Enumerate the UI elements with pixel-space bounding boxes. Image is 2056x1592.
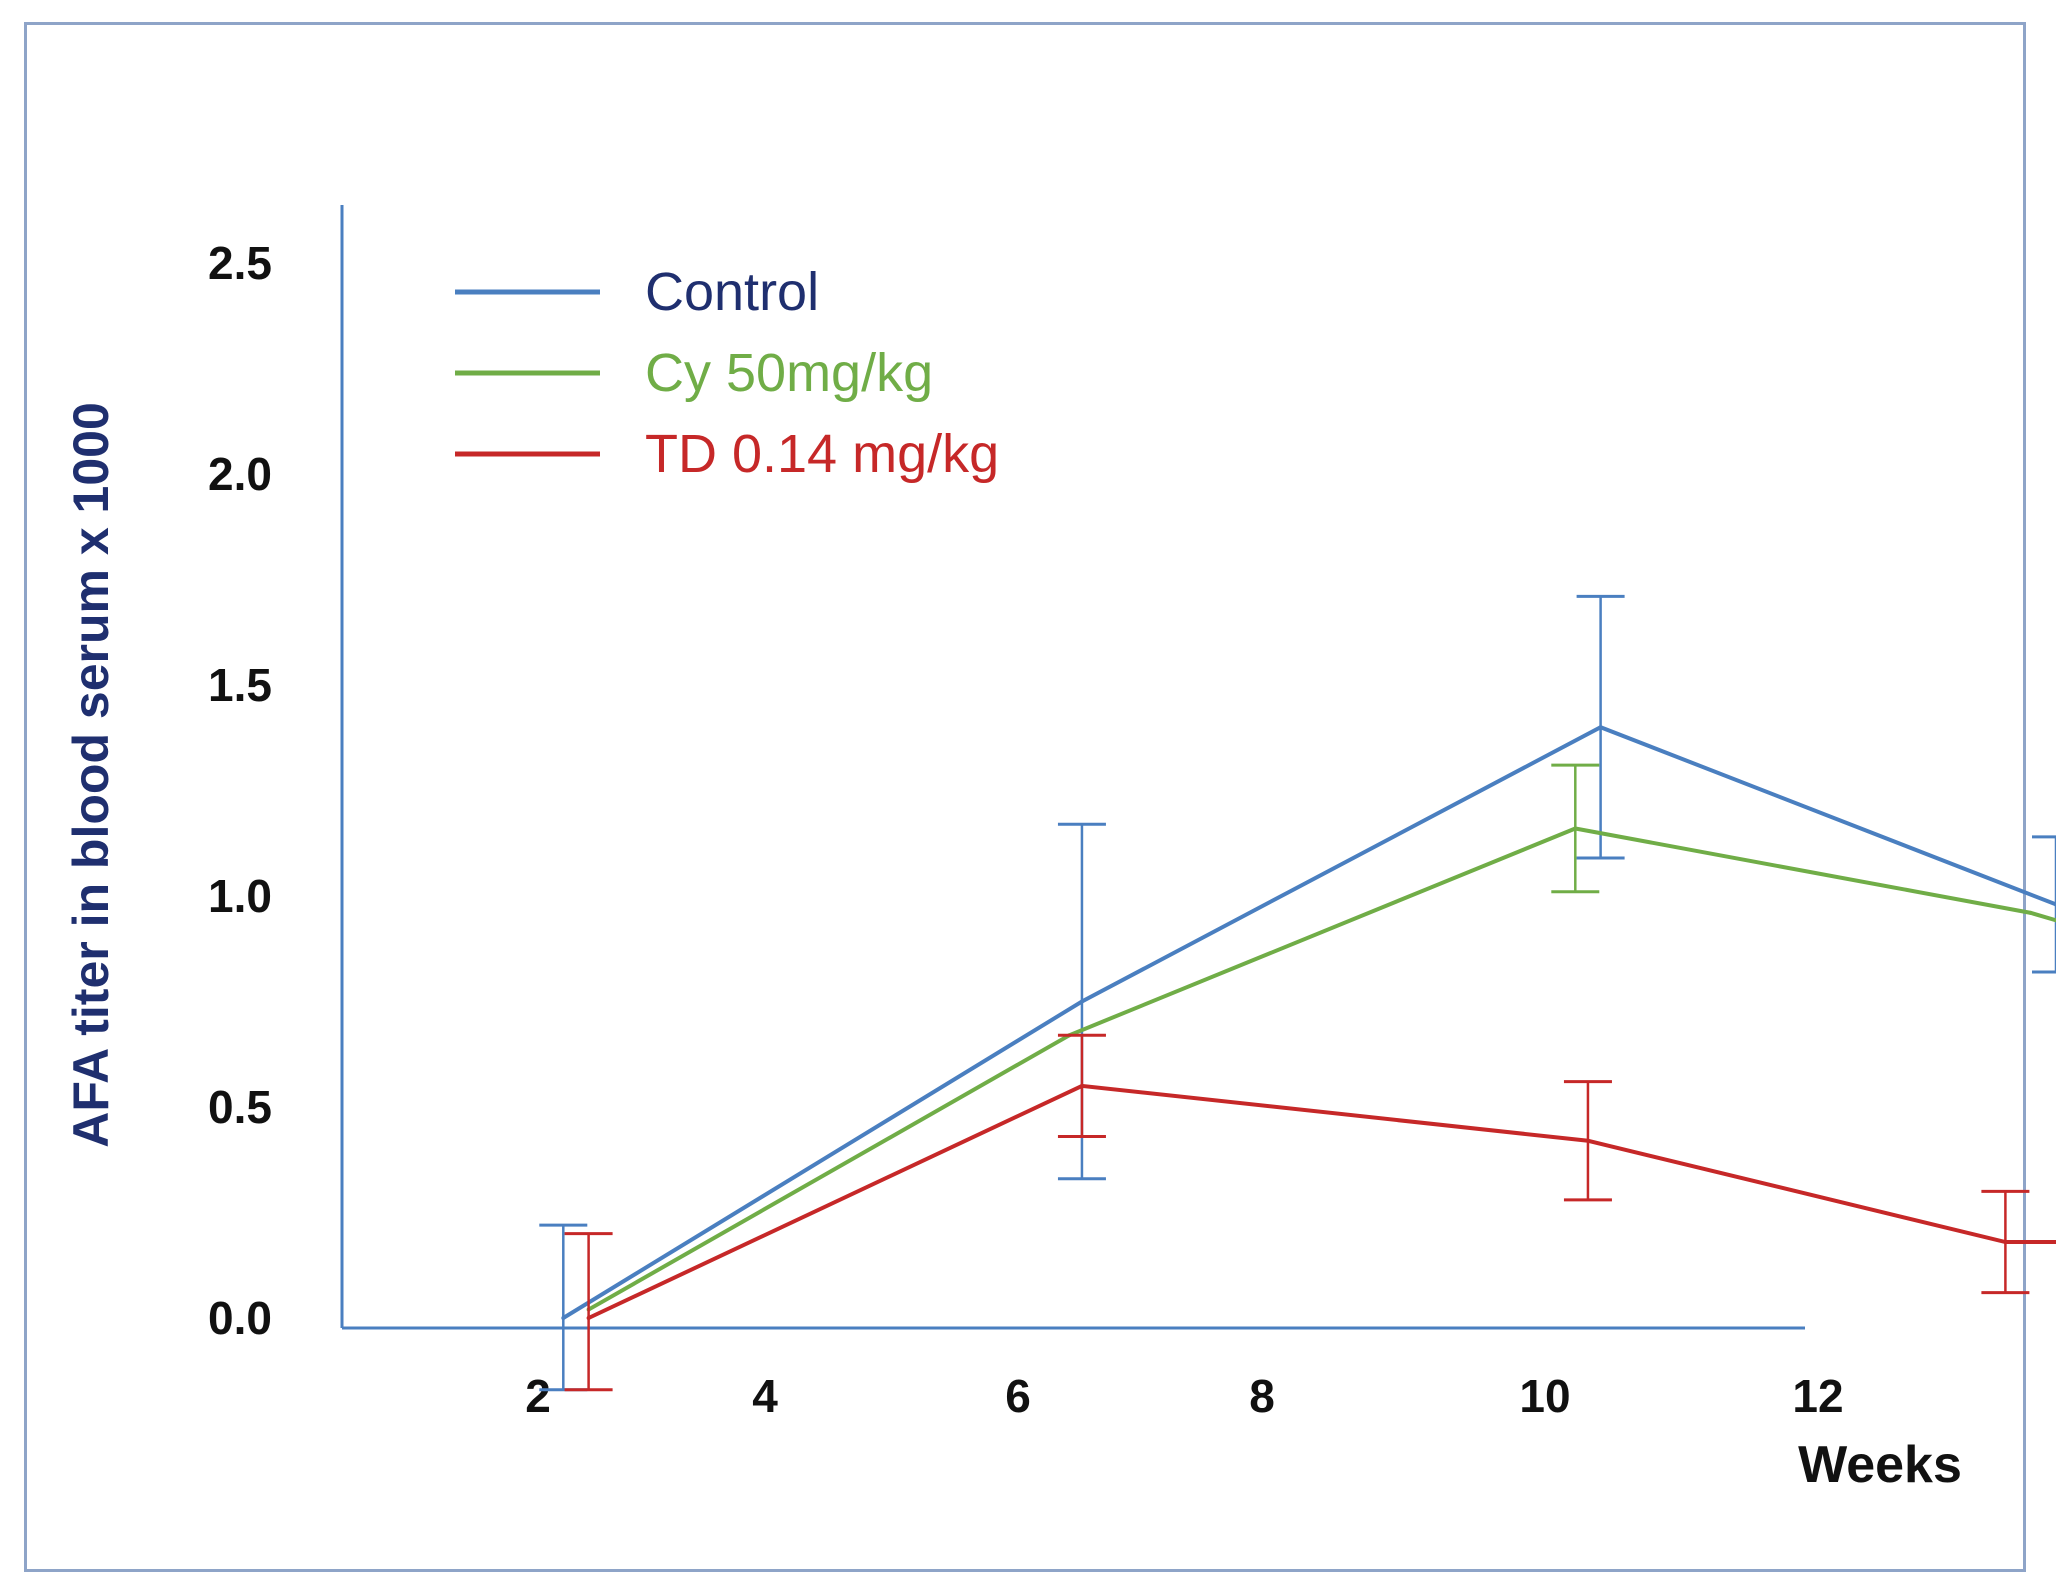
x-axis-title: Weeks xyxy=(1798,1436,1962,1494)
y-tick-labels: 0.0 0.5 1.0 1.5 2.0 2.5 xyxy=(208,237,272,1344)
series-1 xyxy=(586,763,2056,1312)
y-tick-label: 0.0 xyxy=(208,1292,272,1344)
y-tick-label: 1.5 xyxy=(208,659,272,711)
series-2 xyxy=(564,1033,2056,1392)
x-tick-label: 12 xyxy=(1792,1370,1843,1422)
x-tick-label: 4 xyxy=(752,1370,778,1422)
data-point xyxy=(1585,1138,1590,1143)
series-line xyxy=(587,1083,2056,1320)
legend-label: TD 0.14 mg/kg xyxy=(645,424,999,484)
x-tick-label: 6 xyxy=(1005,1370,1031,1422)
x-tick-labels: 2 4 6 8 10 12 xyxy=(525,1370,1843,1422)
data-point xyxy=(1573,826,1578,831)
data-point xyxy=(561,1316,566,1320)
data-point xyxy=(1079,999,1084,1004)
series-layer xyxy=(539,594,2056,1392)
series-line xyxy=(562,725,2056,1320)
data-point xyxy=(2003,1240,2008,1245)
series-0 xyxy=(539,594,2056,1392)
data-point xyxy=(1079,1083,1084,1088)
legend-label: Cy 50mg/kg xyxy=(645,343,933,403)
data-point xyxy=(2028,910,2033,915)
series-line xyxy=(587,826,2056,1312)
y-tick-label: 2.5 xyxy=(208,237,272,289)
y-tick-label: 2.0 xyxy=(208,448,272,500)
data-point xyxy=(586,1316,591,1320)
legend: Control Cy 50mg/kg TD 0.14 mg/kg xyxy=(455,262,999,484)
legend-label: Control xyxy=(645,262,819,322)
y-tick-label: 1.0 xyxy=(208,870,272,922)
x-tick-label: 10 xyxy=(1519,1370,1570,1422)
figure-frame xyxy=(24,22,2026,1572)
y-tick-label: 0.5 xyxy=(208,1081,272,1133)
y-axis-title: AFA titer in blood serum x 1000 xyxy=(63,402,119,1148)
x-tick-label: 2 xyxy=(525,1370,551,1422)
x-tick-label: 8 xyxy=(1249,1370,1275,1422)
data-point xyxy=(1598,725,1603,730)
